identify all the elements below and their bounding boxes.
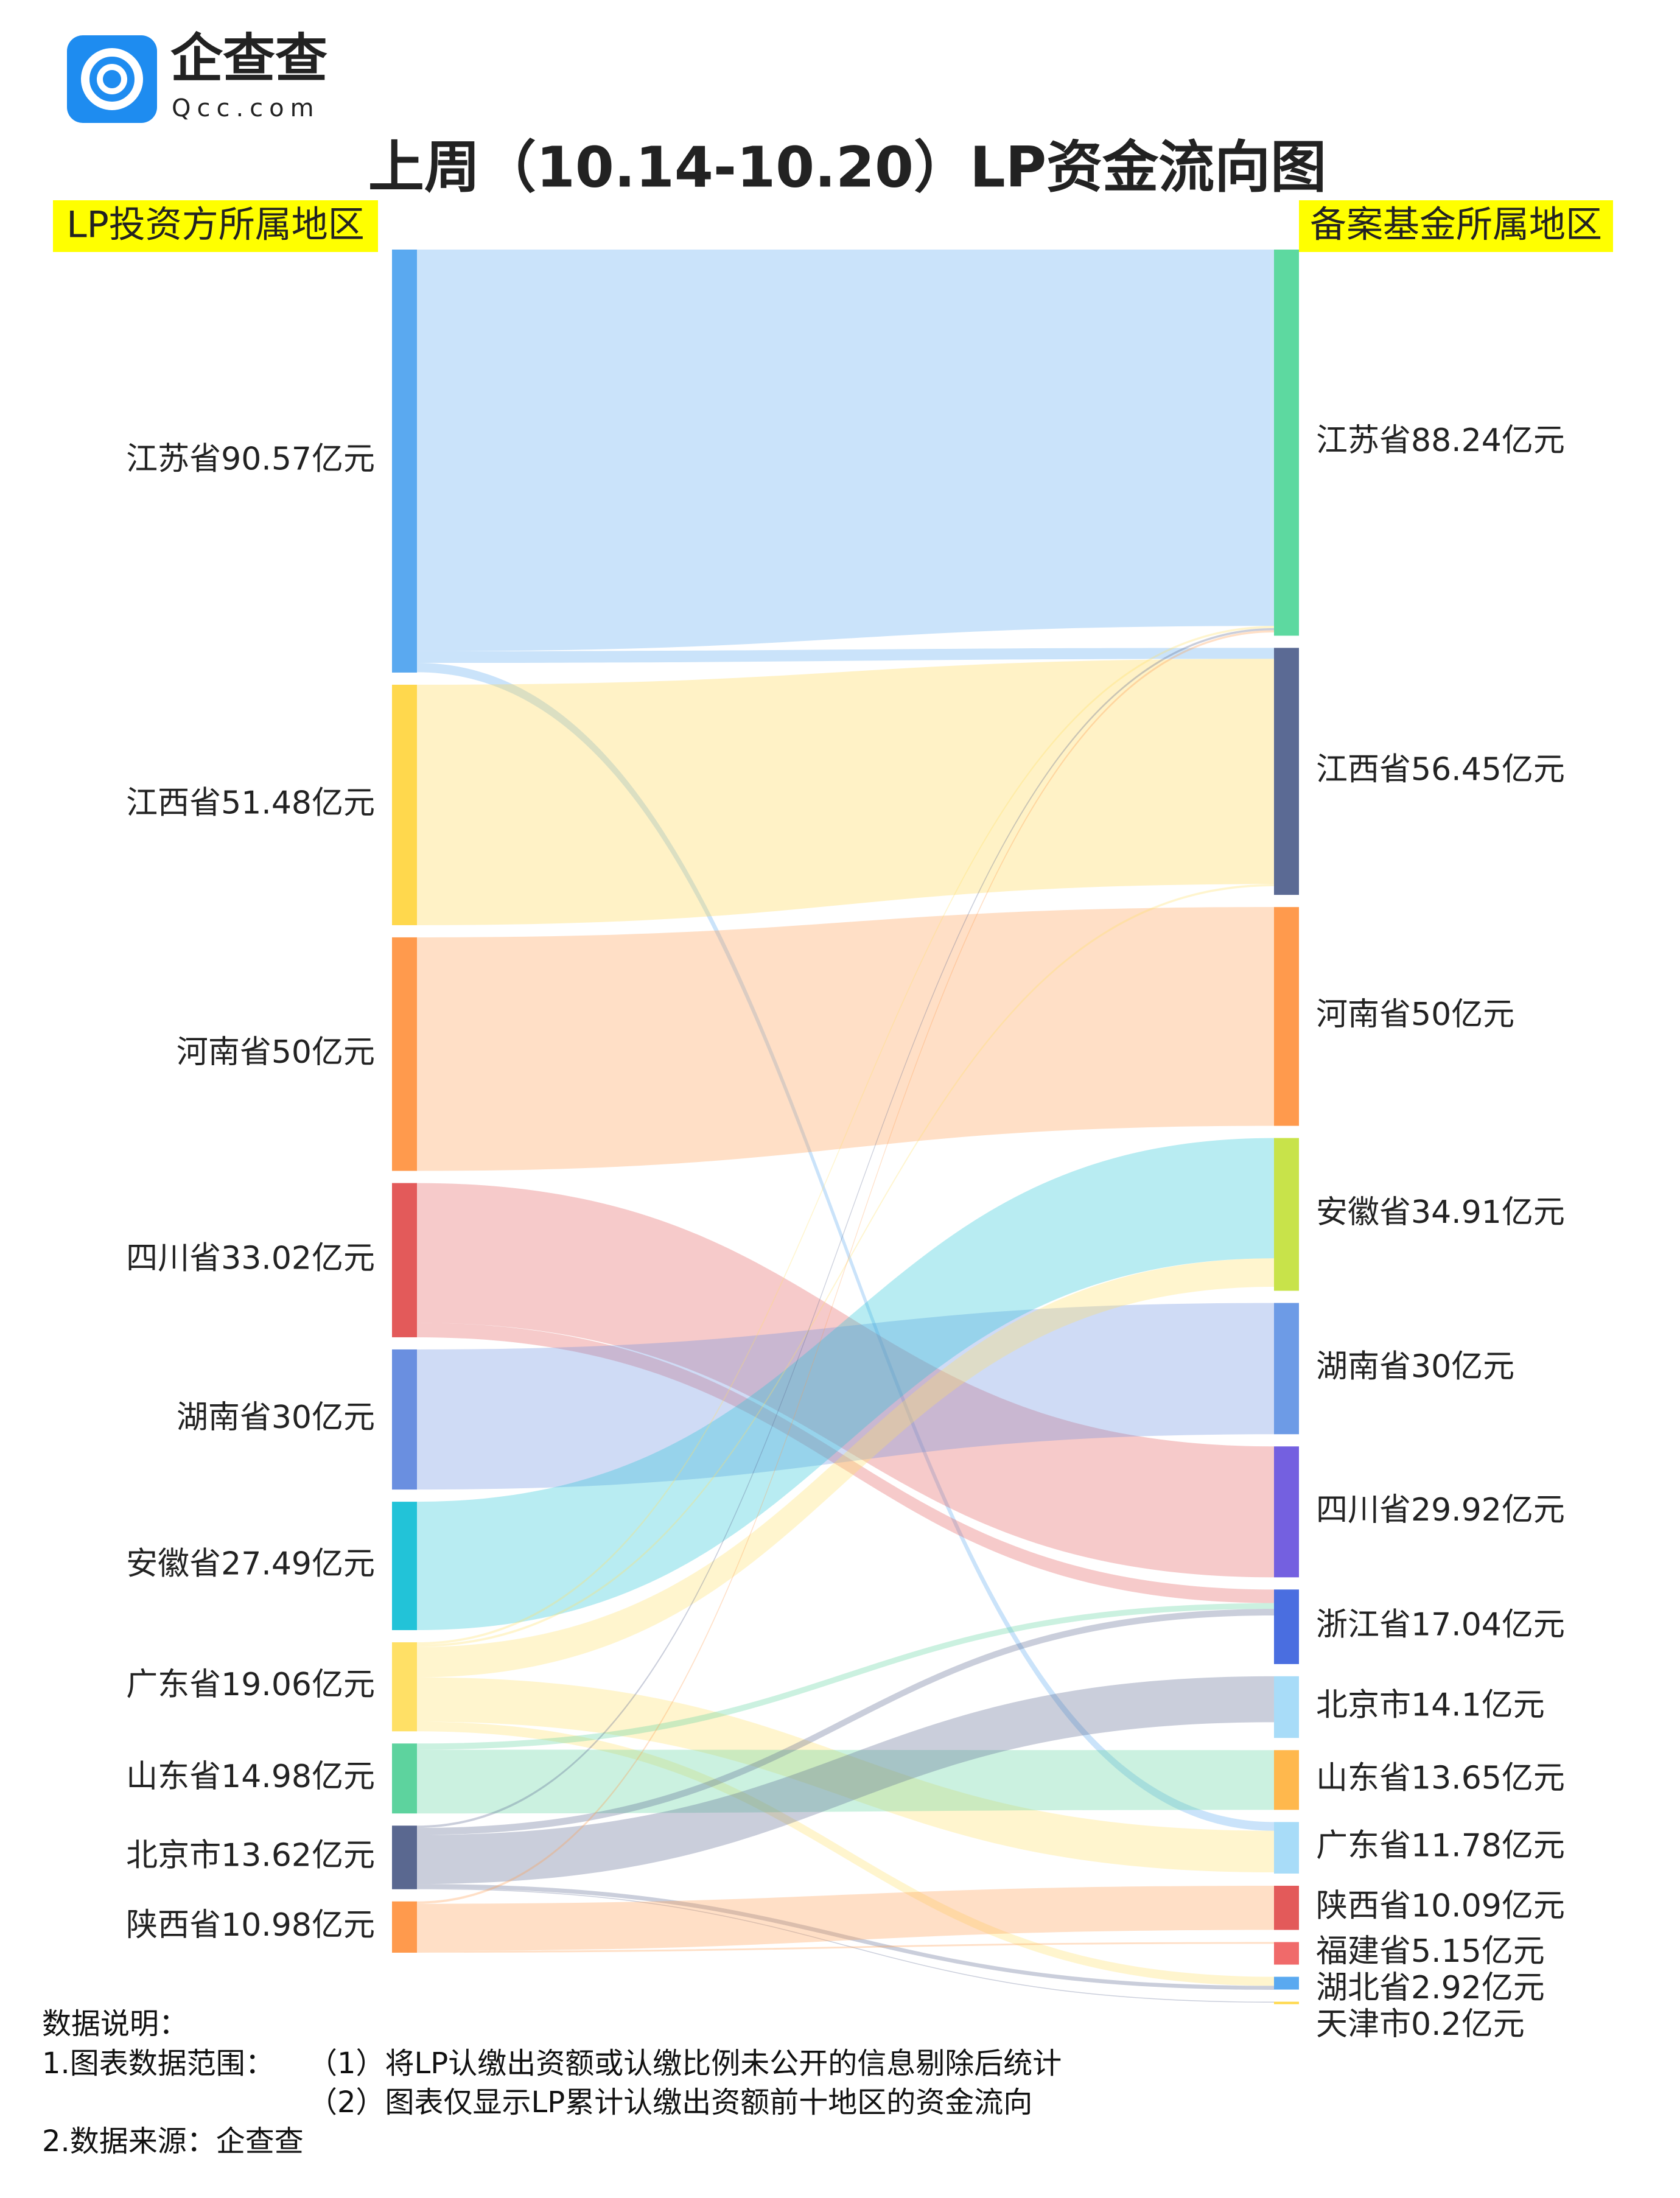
logo-domain: Qcc.com	[172, 94, 320, 122]
target-node	[1274, 907, 1299, 1126]
source-node	[392, 937, 417, 1171]
target-label: 陕西省10.09亿元	[1316, 1888, 1565, 1924]
target-label: 湖南省30亿元	[1316, 1348, 1514, 1385]
chart-title: 上周（10.14-10.20）LP资金流向图	[368, 135, 1326, 200]
logo-ring-inner	[97, 64, 127, 94]
target-label: 福建省5.15亿元	[1316, 1933, 1545, 1970]
target-node	[1274, 1303, 1299, 1435]
flow-link	[417, 1721, 1274, 1986]
right-heading: 备案基金所属地区	[1310, 204, 1602, 247]
target-node	[1274, 250, 1299, 636]
source-node	[392, 1825, 417, 1889]
flow-link	[417, 648, 1274, 663]
flow-link	[417, 1609, 1274, 1835]
target-label: 四川省29.92亿元	[1316, 1492, 1565, 1528]
source-label: 江西省51.48亿元	[126, 785, 375, 821]
left-heading: LP投资方所属地区	[66, 204, 365, 247]
heading-box	[1299, 200, 1613, 252]
note-scope: （1）将LP认缴出资额或认缴比例未公开的信息剔除后统计	[308, 2046, 1062, 2081]
target-label: 山东省13.65亿元	[1316, 1760, 1565, 1796]
flow-link	[417, 1884, 1274, 1990]
target-label: 浙江省17.04亿元	[1316, 1607, 1565, 1643]
flow-link	[417, 1603, 1274, 1750]
target-label: 河南省50亿元	[1316, 996, 1514, 1033]
source-node	[392, 1901, 417, 1953]
source-label: 四川省33.02亿元	[126, 1240, 375, 1276]
flow-link	[417, 1258, 1274, 1678]
flow-link	[417, 1138, 1274, 1631]
target-label: 湖北省2.92亿元	[1316, 1970, 1545, 2006]
source-node	[392, 684, 417, 925]
logo-ring	[81, 48, 143, 110]
source-label: 安徽省27.49亿元	[126, 1546, 375, 1583]
target-node	[1274, 2001, 1299, 2004]
flow-link	[417, 1677, 1274, 1872]
flow-link	[417, 884, 1274, 1647]
source-node	[392, 250, 417, 673]
flow-link	[417, 250, 1274, 651]
flow-link	[417, 630, 1274, 1904]
source-label: 湖南省30亿元	[177, 1399, 375, 1436]
source-label: 山东省14.98亿元	[126, 1759, 375, 1795]
flow-link	[417, 1749, 1274, 1814]
target-label: 江苏省88.24亿元	[1316, 422, 1565, 459]
target-node	[1274, 1138, 1299, 1291]
flow-link	[417, 1323, 1274, 1603]
source-label: 河南省50亿元	[177, 1034, 375, 1071]
target-label: 天津市0.2亿元	[1316, 2006, 1525, 2043]
target-node	[1274, 1822, 1299, 1874]
source-label: 广东省19.06亿元	[126, 1667, 375, 1703]
source-label: 陕西省10.98亿元	[126, 1907, 375, 1944]
source-node	[392, 1642, 417, 1732]
links	[417, 250, 1274, 2003]
target-node	[1274, 1676, 1299, 1738]
target-node	[1274, 1942, 1299, 1965]
source-label: 江苏省90.57亿元	[126, 441, 375, 477]
target-label: 广东省11.78亿元	[1316, 1828, 1565, 1864]
note-scope-label: 1.图表数据范围：	[42, 2046, 275, 2081]
flow-link	[417, 1303, 1274, 1490]
target-node	[1274, 1886, 1299, 1930]
note-scope: （2）图表仅显示LP累计认缴出资额前十地区的资金流向	[308, 2085, 1032, 2119]
flow-link	[417, 1942, 1274, 1953]
source-label: 北京市13.62亿元	[126, 1837, 375, 1874]
target-node	[1274, 648, 1299, 895]
nodes: 江苏省90.57亿元江西省51.48亿元河南省50亿元四川省33.02亿元湖南省…	[126, 250, 1565, 2043]
flow-link	[417, 1886, 1274, 1951]
flow-link	[417, 626, 1274, 1645]
flow-link	[417, 1183, 1274, 1578]
source-node	[392, 1743, 417, 1814]
note-source: 2.数据来源：企查查	[42, 2124, 304, 2158]
flow-link	[417, 907, 1274, 1171]
target-node	[1274, 1976, 1299, 1990]
heading-box	[53, 200, 378, 252]
target-node	[1274, 1589, 1299, 1664]
target-label: 江西省56.45亿元	[1316, 751, 1565, 788]
flow-link	[417, 659, 1274, 925]
flow-link	[417, 663, 1274, 1831]
target-label: 北京市14.1亿元	[1316, 1687, 1545, 1724]
source-node	[392, 1502, 417, 1631]
note-heading: 数据说明：	[42, 2007, 188, 2041]
flow-link	[417, 1676, 1274, 1885]
logo-icon	[67, 35, 157, 123]
flow-link	[417, 1888, 1274, 2003]
target-label: 安徽省34.91亿元	[1316, 1194, 1565, 1231]
target-node	[1274, 1750, 1299, 1810]
logo-name: 企查查	[170, 28, 327, 89]
target-node	[1274, 1446, 1299, 1578]
source-node	[392, 1183, 417, 1337]
flow-link	[417, 628, 1274, 1829]
source-node	[392, 1349, 417, 1490]
